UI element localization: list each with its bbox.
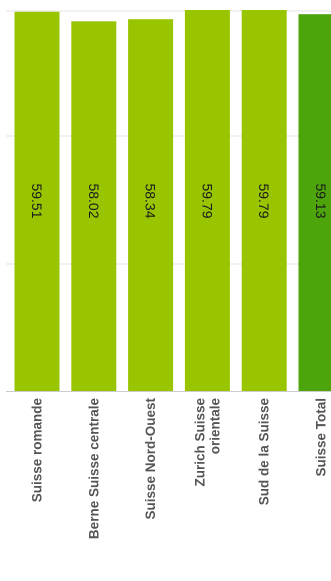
value-labels: 59.51 58.02 58.34 59.79 59.79 59.13	[29, 183, 329, 218]
bar	[184, 10, 230, 391]
category-label-line: Berne Suisse centrale	[86, 398, 101, 540]
category-label-line: Suisse Nord-Ouest	[143, 398, 158, 520]
bar	[71, 21, 117, 392]
value-label: 58.34	[143, 183, 159, 218]
category-label-line: Zurich Suisse	[192, 398, 207, 487]
category-label: Zurich Suisse orientale	[192, 398, 222, 487]
category-label: Sud de la Suisse	[257, 398, 272, 506]
category-labels: Suisse romande Berne Suisse centrale Suiss…	[30, 398, 329, 540]
category-label: Suisse Nord-Ouest	[143, 398, 158, 520]
category-label-line: Sud de la Suisse	[257, 398, 272, 506]
category-label-line: Suisse Total	[314, 398, 329, 477]
bar	[298, 14, 331, 391]
category-label: Suisse romande	[30, 398, 45, 503]
bar	[241, 10, 287, 391]
category-label-line: Suisse romande	[30, 398, 45, 503]
value-label: 59.79	[256, 183, 272, 218]
value-label: 59.13	[313, 183, 329, 218]
value-label: 59.79	[199, 183, 215, 218]
category-label: Berne Suisse centrale	[86, 398, 101, 540]
bars	[14, 10, 331, 392]
value-label: 58.02	[86, 183, 102, 218]
bar	[128, 19, 174, 391]
category-label-line: orientale	[207, 398, 222, 455]
value-label: 59.51	[29, 183, 45, 218]
category-label: Suisse Total	[314, 398, 329, 477]
bar	[14, 11, 60, 392]
